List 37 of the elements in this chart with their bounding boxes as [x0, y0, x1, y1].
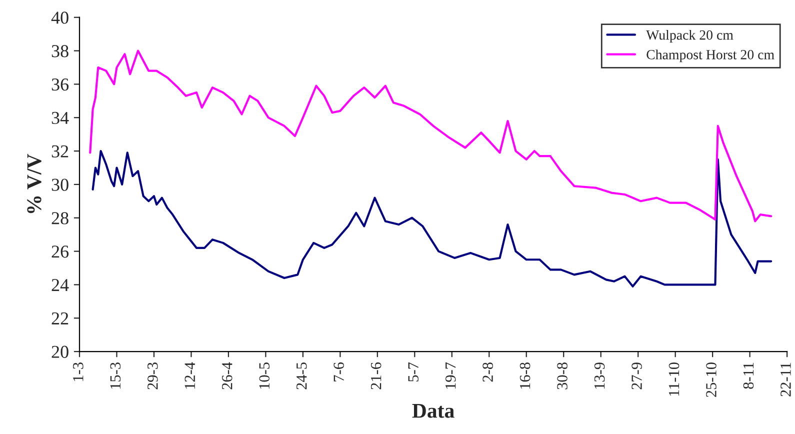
y-axis-title: % V/V — [27, 154, 42, 214]
y-tick-label: 30 — [52, 178, 68, 191]
x-axis-title: Data — [412, 404, 454, 418]
x-tick-label: 30-8 — [557, 362, 568, 390]
x-tick-label: 29-3 — [148, 362, 158, 390]
line-series — [92, 150, 772, 288]
legend-label: Wulpack 20 cm — [646, 30, 734, 43]
x-tick-label: 11-10 — [668, 362, 680, 396]
x-tick-label: 24-5 — [296, 362, 307, 390]
y-tick-label: 20 — [52, 346, 68, 358]
y-tick-label: 32 — [52, 145, 68, 158]
x-tick-label: 16-8 — [520, 362, 530, 389]
x-tick-label: 21-6 — [370, 362, 382, 390]
x-tick-label: 26-4 — [222, 362, 232, 390]
y-tick-label: 28 — [52, 212, 68, 224]
x-tick-label: 19-7 — [445, 362, 456, 389]
y-tick-label: 40 — [51, 12, 68, 24]
x-tick-label: 5-7 — [408, 362, 418, 382]
legend-label: Champost Horst 20 cm — [646, 50, 774, 62]
y-tick-label: 24 — [52, 279, 69, 291]
y-tick-label: 22 — [52, 312, 68, 324]
line-series — [89, 50, 772, 222]
x-tick-label: 2-8 — [482, 362, 493, 382]
x-tick-label: 15-3 — [110, 362, 121, 389]
y-tick-label: 34 — [52, 112, 69, 124]
y-tick-label: 38 — [52, 45, 68, 58]
x-tick-label: 13-9 — [594, 362, 605, 389]
x-tick-label: 1-3 — [73, 362, 84, 381]
y-tick-label: 26 — [52, 246, 69, 258]
x-tick-label: 22-11 — [780, 362, 791, 396]
x-tick-label: 25-10 — [706, 362, 716, 397]
x-tick-label: 8-11 — [743, 362, 754, 389]
x-tick-label: 10-5 — [259, 362, 270, 389]
y-tick-label: 36 — [52, 78, 69, 91]
x-tick-label: 12-4 — [184, 362, 195, 389]
x-tick-label: 7-6 — [334, 362, 344, 382]
x-tick-label: 27-9 — [632, 362, 642, 390]
